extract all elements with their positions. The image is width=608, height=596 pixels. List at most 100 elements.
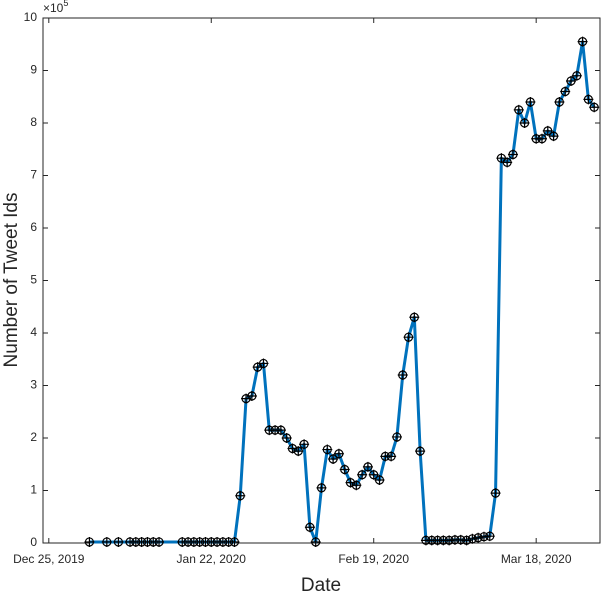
- marker-plus: [229, 536, 240, 547]
- y-multiplier-base: ×10: [43, 1, 64, 15]
- marker-plus: [536, 133, 547, 144]
- marker-plus: [525, 97, 536, 107]
- data-point: [502, 157, 513, 168]
- marker-plus: [322, 444, 333, 455]
- marker-plus: [293, 446, 304, 457]
- data-point: [322, 444, 333, 455]
- data-point: [560, 86, 571, 97]
- marker-plus: [519, 118, 530, 128]
- plot-area: [42, 17, 601, 544]
- data-point: [386, 451, 397, 462]
- data-point: [473, 532, 484, 543]
- marker-plus: [101, 536, 112, 547]
- data-point: [316, 482, 327, 493]
- marker-plus: [357, 469, 368, 480]
- marker-plus: [542, 125, 553, 136]
- data-point: [345, 477, 356, 488]
- data-point: [328, 454, 339, 464]
- y-axis-title: Number of Tweet Ids: [1, 193, 22, 368]
- y-multiplier: ×105: [43, 0, 68, 15]
- data-point: [536, 133, 547, 144]
- x-tick-label: Mar 18, 2020: [501, 552, 572, 566]
- data-point: [571, 70, 582, 81]
- marker-plus: [374, 475, 385, 485]
- marker-plus: [362, 461, 373, 472]
- marker-plus: [496, 153, 507, 164]
- marker-plus: [258, 358, 269, 369]
- data-point: [368, 469, 379, 480]
- data-point: [583, 94, 594, 105]
- y-multiplier-exponent: 5: [63, 0, 68, 8]
- data-point: [391, 431, 402, 442]
- marker-plus: [565, 76, 576, 86]
- x-tick-label: Jan 22, 2020: [177, 552, 247, 566]
- data-point: [287, 443, 298, 454]
- y-tick-label: 10: [24, 10, 38, 24]
- marker-plus: [339, 464, 350, 475]
- y-tick-label: 0: [30, 535, 37, 549]
- y-tick-label: 5: [30, 273, 37, 287]
- data-point: [154, 536, 165, 547]
- data-point: [507, 149, 518, 160]
- marker-plus: [571, 70, 582, 81]
- marker-plus: [275, 425, 286, 436]
- marker-plus: [287, 443, 298, 454]
- data-point: [467, 533, 478, 544]
- marker-plus: [560, 86, 571, 97]
- marker-plus: [328, 454, 339, 464]
- data-point: [241, 393, 252, 404]
- data-point: [554, 97, 565, 107]
- marker-plus: [403, 332, 414, 343]
- data-point: [113, 536, 124, 547]
- data-point: [374, 475, 385, 485]
- marker-plus: [507, 149, 518, 160]
- marker-plus: [386, 451, 397, 462]
- marker-plus: [246, 391, 257, 401]
- marker-plus: [310, 536, 321, 547]
- data-point: [229, 536, 240, 547]
- data-point: [519, 118, 530, 128]
- data-point: [577, 36, 588, 47]
- marker-plus: [554, 97, 565, 107]
- data-point: [235, 490, 246, 501]
- data-point: [490, 488, 501, 499]
- marker-plus: [345, 477, 356, 488]
- marker-plus: [397, 370, 408, 380]
- data-point: [589, 102, 600, 113]
- data-point: [293, 446, 304, 457]
- marker-plus: [490, 488, 501, 499]
- data-point: [101, 536, 112, 547]
- data-point: [304, 522, 315, 533]
- marker-plus: [281, 433, 292, 443]
- marker-plus: [241, 393, 252, 404]
- marker-plus: [333, 448, 344, 459]
- y-tick-label: 6: [30, 220, 37, 234]
- y-tick-label: 9: [30, 63, 37, 77]
- marker-plus: [113, 536, 124, 547]
- data-point: [246, 391, 257, 401]
- data-point: [84, 536, 95, 547]
- marker-plus: [583, 94, 594, 105]
- data-point: [357, 469, 368, 480]
- data-point: [258, 358, 269, 369]
- data-point: [525, 97, 536, 107]
- y-tick-label: 8: [30, 115, 37, 129]
- marker-plus: [304, 522, 315, 533]
- data-point: [281, 433, 292, 443]
- y-tick-label: 3: [30, 378, 37, 392]
- marker-plus: [461, 535, 472, 546]
- data-point: [461, 535, 472, 546]
- marker-plus: [467, 533, 478, 544]
- marker-plus: [589, 102, 600, 113]
- data-point: [409, 312, 420, 323]
- marker-plus: [502, 157, 513, 168]
- y-tick-label: 4: [30, 325, 37, 339]
- data-point: [310, 536, 321, 547]
- data-point: [362, 461, 373, 472]
- data-point: [397, 370, 408, 380]
- marker-plus: [154, 536, 165, 547]
- marker-plus: [299, 439, 310, 450]
- marker-plus: [235, 490, 246, 501]
